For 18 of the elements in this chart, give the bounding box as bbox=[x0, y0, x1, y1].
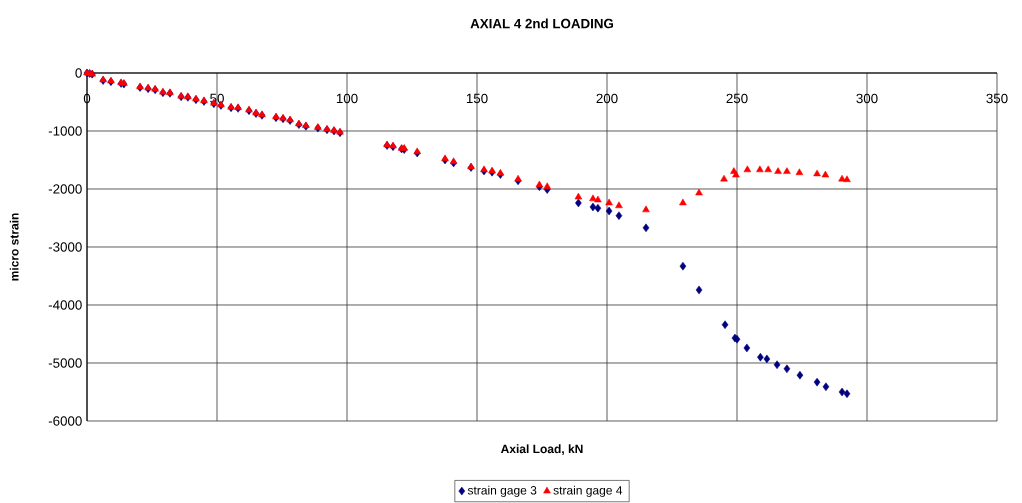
x-tick-label: 150 bbox=[466, 93, 488, 104]
y-tick-label: -3000 bbox=[48, 242, 82, 252]
y-tick-label: -4000 bbox=[48, 300, 82, 310]
x-tick-label: 250 bbox=[726, 93, 748, 104]
x-tick-label: 200 bbox=[596, 93, 618, 104]
chart-title: AXIAL 4 2nd LOADING bbox=[470, 18, 614, 29]
y-tick-label: -6000 bbox=[48, 416, 82, 426]
x-tick-label: 300 bbox=[856, 93, 878, 104]
x-tick-label: 100 bbox=[336, 93, 358, 104]
y-tick-label: -1000 bbox=[48, 126, 82, 136]
legend-label: strain gage 4 bbox=[553, 485, 623, 497]
x-tick-label: 350 bbox=[986, 93, 1008, 104]
legend-label: strain gage 3 bbox=[467, 485, 537, 497]
y-tick-label: -5000 bbox=[48, 358, 82, 368]
y-axis-title: micro strain bbox=[9, 213, 19, 281]
y-tick-label: -2000 bbox=[48, 184, 82, 194]
y-tick-label: 0 bbox=[75, 68, 82, 78]
x-axis-title: Axial Load, kN bbox=[500, 444, 583, 455]
